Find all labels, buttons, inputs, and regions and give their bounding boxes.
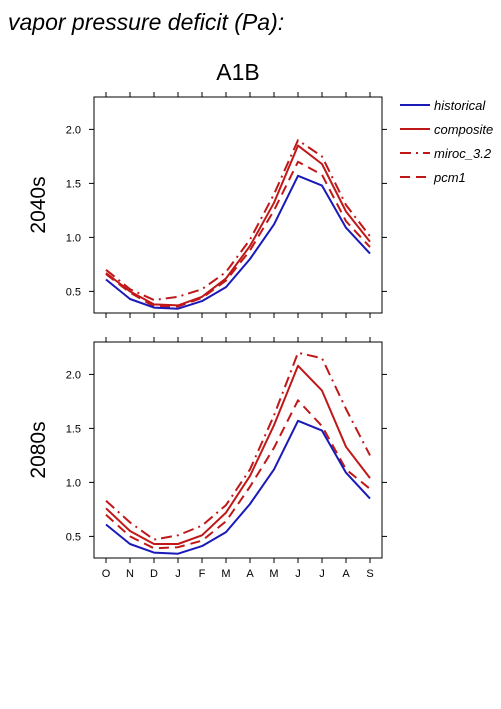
- x-tick-label: D: [150, 568, 158, 580]
- x-tick-label: F: [199, 568, 206, 580]
- x-tick-label: A: [342, 568, 350, 580]
- legend-item-historical: historical: [400, 98, 486, 113]
- y-tick-label: 1.5: [66, 178, 81, 190]
- legend-label: miroc_3.2: [434, 146, 492, 161]
- y-tick-label: 2.0: [66, 124, 81, 136]
- series-line-miroc_3.2: [105, 139, 371, 301]
- y-tick-label: 1.5: [66, 423, 81, 435]
- panel-2080s: 0.5 1.0 1.5 2.0 O N D J F M A M J J A S 2080s: [27, 337, 387, 580]
- x-tick-label: S: [366, 568, 373, 580]
- y-tick-label: 1.0: [66, 477, 81, 489]
- plot-frame: [93, 96, 383, 314]
- x-tick-label: M: [221, 568, 230, 580]
- legend-item-miroc_3.2: miroc_3.2: [400, 146, 492, 161]
- panel-label: 2080s: [27, 421, 50, 478]
- series-line-composite: [105, 364, 371, 545]
- x-tick-label: A: [246, 568, 254, 580]
- y-tick-label: 1.0: [66, 232, 81, 244]
- figure-title: vapor pressure deficit (Pa):: [8, 9, 284, 35]
- plot-frame: [93, 341, 383, 559]
- legend-label: historical: [434, 98, 486, 113]
- y-tick-label: 0.5: [66, 286, 81, 298]
- x-tick-label: J: [175, 568, 181, 580]
- series-line-miroc_3.2: [105, 351, 371, 541]
- series-line-pcm1: [105, 399, 371, 550]
- legend: historical composite miroc_3.2 pcm1: [400, 98, 493, 185]
- panel-label: 2040s: [27, 176, 50, 233]
- x-tick-label: J: [319, 568, 325, 580]
- x-tick-label: M: [269, 568, 278, 580]
- series-line-composite: [105, 144, 371, 307]
- chart-panels: 0.5 1.0 1.5 2.0 2040s 0.5 1.0 1.5 2.0 O N D J F M A M J J A…: [27, 92, 387, 580]
- x-tick-label: J: [295, 568, 301, 580]
- panel-2040s: 0.5 1.0 1.5 2.0 2040s: [27, 92, 387, 318]
- y-tick-label: 2.0: [66, 369, 81, 381]
- scenario-label: A1B: [216, 59, 259, 85]
- legend-item-composite: composite: [400, 122, 493, 137]
- series-line-pcm1: [105, 160, 371, 308]
- legend-label: composite: [434, 122, 493, 137]
- x-tick-label: O: [102, 568, 111, 580]
- legend-label: pcm1: [433, 170, 466, 185]
- y-tick-label: 0.5: [66, 531, 81, 543]
- legend-item-pcm1: pcm1: [400, 170, 466, 185]
- series-line-historical: [105, 419, 371, 555]
- series-line-historical: [105, 174, 371, 310]
- x-tick-label: N: [126, 568, 134, 580]
